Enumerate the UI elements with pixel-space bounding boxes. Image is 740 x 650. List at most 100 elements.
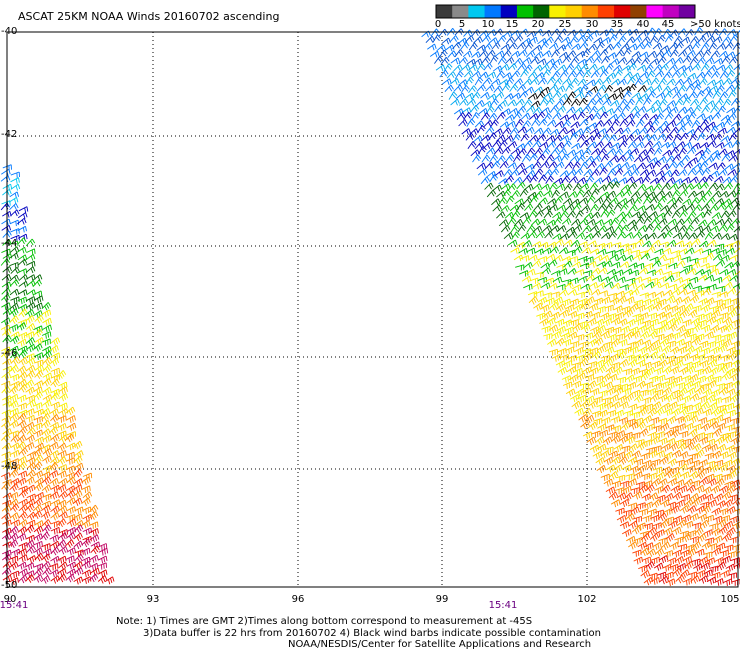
wind-barb	[657, 218, 668, 226]
wind-barb	[642, 97, 652, 106]
wind-barb	[719, 451, 729, 460]
wind-barb	[712, 428, 722, 437]
wind-barb	[657, 512, 668, 522]
wind-barb	[546, 119, 557, 127]
wind-barb	[689, 513, 699, 522]
wind-barb	[580, 140, 590, 148]
wind-barb	[26, 427, 36, 436]
wind-barb	[589, 128, 600, 135]
wind-barb	[674, 438, 684, 447]
wind-barb	[708, 85, 719, 93]
wind-barb	[604, 446, 614, 454]
wind-barb	[615, 49, 625, 58]
wind-barb	[566, 106, 576, 114]
wind-barb	[609, 155, 620, 163]
wind-barb	[559, 135, 570, 142]
wind-barb	[574, 149, 585, 157]
wind-barb	[729, 297, 740, 306]
wind-barb	[2, 188, 12, 196]
wind-barb	[625, 513, 635, 522]
wind-barb	[565, 83, 574, 92]
wind-barb	[623, 309, 634, 318]
wind-barb	[679, 530, 689, 538]
wind-barb	[548, 84, 559, 92]
wind-barb	[699, 477, 709, 486]
wind-barb	[694, 168, 705, 176]
wind-barb	[581, 247, 591, 254]
wind-barb	[652, 84, 663, 92]
wind-barb	[687, 168, 697, 176]
wind-barb	[709, 565, 719, 573]
wind-barb	[702, 49, 712, 58]
wind-barb	[41, 413, 51, 422]
wind-barb	[72, 497, 83, 506]
wind-barb	[633, 556, 643, 565]
wind-barb	[17, 212, 28, 219]
wind-barb	[596, 306, 606, 314]
wind-barb	[672, 154, 682, 162]
wind-barb	[600, 473, 610, 482]
wind-barb	[26, 545, 36, 554]
wind-barb	[522, 240, 532, 247]
wind-barb	[622, 149, 633, 157]
wind-barb	[723, 217, 733, 226]
wind-barb	[607, 373, 618, 382]
wind-barb	[548, 204, 558, 211]
wind-barb	[602, 436, 613, 445]
wind-barb	[698, 298, 708, 306]
wind-barb	[718, 224, 728, 232]
wind-barb	[532, 140, 542, 148]
wind-barb	[667, 380, 677, 389]
wind-barb	[611, 317, 621, 326]
wind-barb	[723, 520, 734, 529]
wind-barb	[529, 134, 539, 143]
wind-barb	[578, 414, 588, 423]
wind-barb	[481, 35, 491, 43]
wind-barb	[577, 276, 588, 283]
wind-barb	[8, 539, 19, 549]
wind-barb	[712, 153, 722, 162]
wind-barb	[606, 409, 617, 418]
wind-barb	[705, 297, 715, 306]
wind-barb	[1, 293, 11, 303]
wind-barb	[25, 331, 35, 339]
wind-barb	[571, 284, 582, 291]
wind-barb	[581, 387, 592, 396]
wind-barb	[726, 431, 736, 439]
wind-barb	[576, 134, 587, 142]
wind-barb	[586, 195, 596, 204]
wind-barb	[2, 527, 12, 536]
wind-barb	[58, 511, 68, 520]
wind-barb	[555, 318, 565, 327]
wind-barb	[662, 527, 673, 536]
wind-barb	[521, 275, 532, 283]
wind-barb	[533, 147, 543, 156]
wind-barb	[711, 450, 722, 459]
wind-barb	[695, 449, 705, 458]
wind-barb	[710, 309, 721, 318]
wind-barb	[627, 63, 637, 71]
wind-barb	[600, 330, 610, 340]
wind-barb	[603, 401, 614, 410]
wind-barb	[611, 401, 621, 410]
wind-barb	[712, 232, 722, 240]
wind-barb	[647, 232, 657, 240]
wind-barb	[589, 367, 599, 375]
wind-barb	[73, 513, 83, 522]
wind-barb	[648, 351, 659, 360]
wind-barb	[733, 562, 740, 571]
wind-barb	[515, 98, 525, 107]
legend-tick-15: 15	[505, 19, 519, 30]
wind-barb	[674, 536, 684, 544]
wind-barb	[26, 343, 36, 353]
wind-barb	[619, 521, 630, 529]
wind-barb	[42, 434, 52, 443]
wind-barb	[656, 212, 666, 220]
wind-barb	[596, 325, 607, 334]
wind-barb	[715, 218, 725, 226]
wind-barb	[618, 140, 628, 149]
wind-barb	[686, 484, 696, 494]
wind-barb	[33, 380, 44, 389]
wind-barb	[543, 210, 553, 219]
wind-barb	[590, 387, 600, 396]
